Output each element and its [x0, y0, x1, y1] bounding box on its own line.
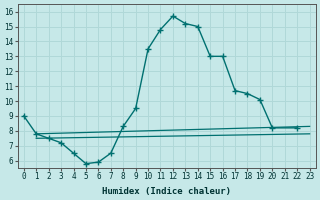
- X-axis label: Humidex (Indice chaleur): Humidex (Indice chaleur): [102, 187, 231, 196]
